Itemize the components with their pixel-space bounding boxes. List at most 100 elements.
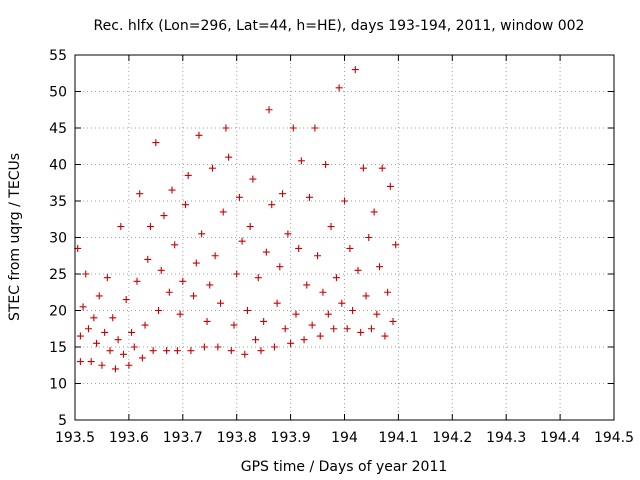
data-point [235, 193, 243, 201]
data-point [79, 303, 87, 311]
data-point [365, 234, 373, 241]
data-point [120, 350, 128, 358]
x-tick-label: 194.5 [594, 430, 634, 446]
data-point [122, 296, 130, 304]
data-point [214, 343, 222, 351]
data-point [93, 339, 101, 347]
data-point [357, 328, 365, 336]
data-point [165, 288, 173, 296]
data-point [341, 197, 348, 205]
data-point [208, 164, 216, 172]
data-point [82, 270, 90, 278]
data-point [384, 288, 392, 296]
x-tick-label: 193.9 [271, 430, 311, 446]
data-point [149, 347, 157, 355]
data-point [128, 328, 136, 336]
data-point [303, 281, 311, 289]
data-point [187, 347, 195, 355]
x-tick-label: 193.6 [109, 430, 149, 446]
x-tick-label: 194 [331, 430, 358, 446]
data-point [316, 332, 324, 340]
data-point [295, 244, 303, 252]
data-point [90, 314, 98, 322]
x-tick-label: 194.2 [432, 430, 472, 446]
data-point [227, 347, 235, 355]
y-tick-label: 50 [49, 85, 67, 101]
data-point [157, 266, 165, 274]
data-point [346, 244, 354, 252]
data-point [76, 332, 84, 340]
data-point [289, 124, 297, 132]
data-point [155, 307, 163, 314]
data-point [152, 139, 160, 147]
data-point [327, 223, 335, 231]
data-point [206, 281, 214, 289]
data-point [109, 314, 117, 322]
y-tick-label: 25 [49, 267, 67, 283]
data-point [324, 310, 332, 318]
data-point [219, 208, 227, 216]
y-tick-label: 15 [49, 340, 67, 356]
x-tick-label: 193.7 [163, 430, 203, 446]
data-point [144, 255, 152, 263]
data-point [381, 332, 389, 340]
data-point [163, 347, 171, 355]
data-points [74, 66, 400, 373]
data-point [141, 321, 149, 329]
data-point [146, 223, 154, 231]
y-axis-ticks: 5 10 15 20 25 30 35 40 45 50 55 [49, 48, 614, 429]
data-point [300, 336, 308, 344]
data-point [114, 336, 122, 344]
data-point [111, 365, 119, 373]
y-tick-label: 10 [49, 377, 67, 393]
data-point [76, 358, 84, 366]
data-point [173, 347, 181, 355]
data-point [330, 325, 338, 333]
data-point [354, 266, 362, 274]
data-point [241, 350, 249, 358]
data-point [117, 223, 125, 231]
data-point [359, 164, 367, 172]
data-point [260, 317, 268, 325]
data-point [84, 325, 92, 333]
data-point [95, 292, 103, 300]
chart-title: Rec. hlfx (Lon=296, Lat=44, h=HE), days … [94, 18, 585, 34]
y-tick-label: 20 [49, 304, 67, 320]
data-point [195, 131, 203, 139]
y-tick-label: 55 [49, 48, 67, 64]
data-point [217, 299, 225, 307]
data-point [270, 343, 278, 351]
x-tick-label: 194.4 [540, 430, 580, 446]
data-point [171, 241, 179, 249]
data-point [392, 241, 400, 249]
data-point [233, 270, 241, 278]
data-point [297, 157, 305, 165]
data-point [314, 252, 322, 260]
data-point [249, 175, 257, 183]
data-point [222, 124, 230, 132]
data-point [292, 310, 300, 318]
data-point [262, 248, 270, 256]
data-point [198, 230, 206, 238]
data-point [322, 161, 330, 168]
x-tick-label: 194.1 [378, 430, 418, 446]
data-point [367, 325, 375, 333]
data-point [362, 292, 370, 300]
data-point [338, 299, 346, 307]
data-point [265, 106, 273, 114]
data-point [106, 347, 114, 355]
data-point [98, 361, 106, 369]
data-point [160, 212, 168, 220]
data-point [279, 190, 287, 198]
grid-lines [75, 55, 614, 420]
data-point [349, 307, 357, 314]
data-point [252, 336, 260, 344]
data-point [243, 307, 251, 314]
data-point [179, 277, 187, 285]
data-point [373, 310, 381, 318]
y-tick-label: 30 [49, 231, 67, 247]
data-point [287, 339, 295, 347]
data-point [181, 201, 189, 209]
data-point [389, 317, 397, 325]
data-point [138, 354, 146, 362]
